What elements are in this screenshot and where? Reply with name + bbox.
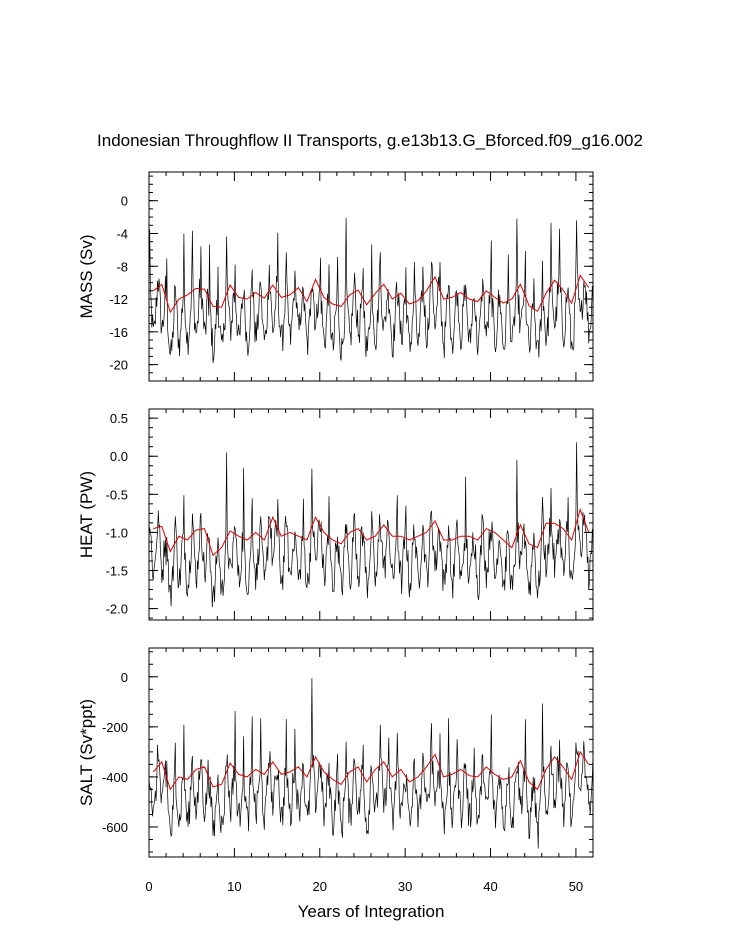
y-tick-label: 0.5 (110, 411, 128, 426)
x-tick-label: 20 (313, 879, 327, 894)
annual-mean-line (152, 274, 590, 314)
y-tick-label: -0.5 (106, 487, 128, 502)
monthly-series-line (149, 678, 593, 849)
monthly-series-line (149, 217, 593, 364)
annual-mean-line (152, 750, 590, 791)
y-tick-label: -600 (102, 820, 128, 835)
y-tick-label: -20 (109, 358, 128, 373)
panel-frame (148, 408, 594, 621)
x-tick-label: 10 (227, 879, 241, 894)
y-tick-label: -4 (116, 226, 128, 241)
x-tick-label: 30 (398, 879, 412, 894)
y-tick-label: 0 (121, 670, 128, 685)
x-tick-label: 40 (483, 879, 497, 894)
y-tick-label: -16 (109, 325, 128, 340)
y-axis-label: SALT (Sv*ppt) (77, 699, 96, 806)
y-tick-label: 0 (121, 194, 128, 209)
x-axis: 0 10 20 30 40 50 (145, 879, 583, 894)
y-tick-label: -8 (116, 259, 128, 274)
panel-frame (148, 647, 594, 858)
monthly-series-line (149, 442, 593, 608)
y-tick-label: -1.0 (106, 525, 128, 540)
chart-title: Indonesian Throughflow II Transports, g.… (97, 131, 643, 150)
y-tick-label: -200 (102, 720, 128, 735)
y-tick-label: -400 (102, 770, 128, 785)
y-axis-label: HEAT (PW) (77, 471, 96, 558)
annual-mean-line (153, 507, 590, 557)
y-tick-label: 0.0 (110, 449, 128, 464)
x-axis-label: Years of Integration (298, 902, 445, 921)
y-tick-label: -12 (109, 292, 128, 307)
x-tick-label: 0 (145, 879, 152, 894)
x-tick-label: 50 (569, 879, 583, 894)
y-axis-label: MASS (Sv) (77, 234, 96, 318)
mass-panel: 0 -4 -8 -12 -16 -20 MASS (Sv) (77, 171, 594, 382)
salt-panel: 0 -200 -400 -600 SALT (Sv*ppt) (77, 647, 594, 858)
heat-panel: 0.5 0.0 -0.5 -1.0 -1.5 -2.0 HEAT (PW) (77, 408, 594, 621)
y-tick-label: -2.0 (106, 602, 128, 617)
y-tick-label: -1.5 (106, 563, 128, 578)
